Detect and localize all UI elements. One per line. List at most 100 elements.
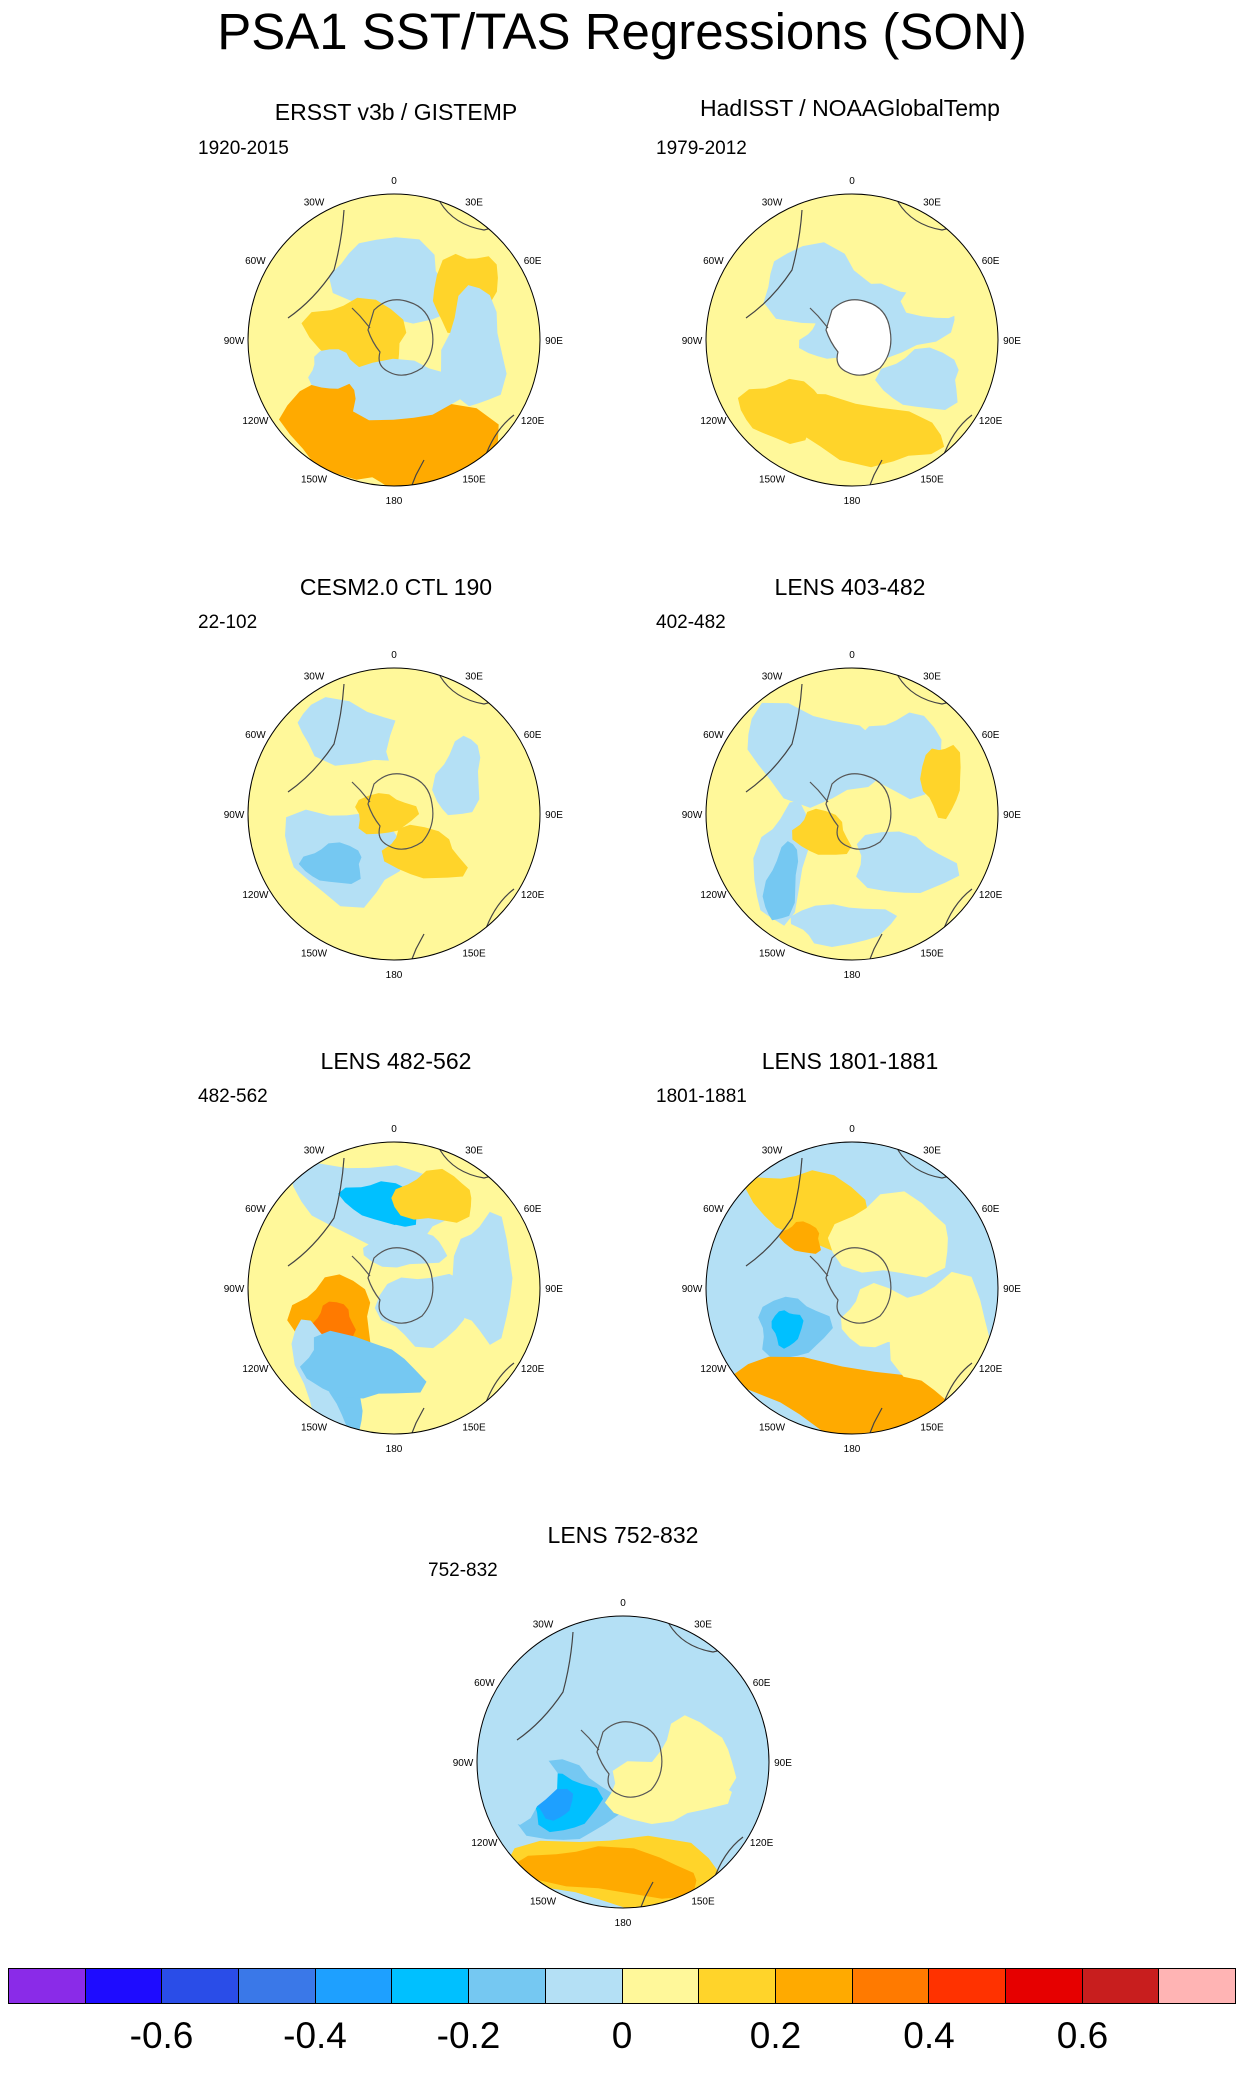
- anomaly-region: [900, 258, 988, 319]
- anomaly-region: [452, 1211, 513, 1345]
- panel-years-hadisst: 1979-2012: [656, 138, 747, 159]
- panel-title-hadisst: HadISST / NOAAGlobalTemp: [700, 95, 1000, 121]
- panel-years-lens-482: 482-562: [198, 1086, 268, 1107]
- longitude-label: 120E: [979, 416, 1003, 427]
- colorbar-swatch: [1159, 1969, 1235, 2003]
- longitude-label: 60W: [245, 256, 266, 267]
- map-boundary-circle: [705, 1141, 999, 1435]
- longitude-label: 150E: [920, 475, 944, 486]
- longitude-label: 120W: [242, 890, 269, 901]
- anomaly-region: [827, 1191, 948, 1278]
- colorbar-tick-label: 0.2: [749, 2015, 802, 2056]
- longitude-label: 180: [844, 970, 861, 981]
- longitude-label: 90E: [1003, 1284, 1021, 1295]
- colorbar-tick-label: 0: [611, 2015, 633, 2056]
- south-america-coastline: [287, 1157, 345, 1267]
- longitude-label: 150W: [759, 949, 786, 960]
- longitude-label: 60E: [982, 730, 1000, 741]
- longitude-label: 90E: [545, 810, 563, 821]
- anomaly-region: [792, 808, 852, 855]
- polar-map-hadisst: 0 30E 60E 90E 120E 150E 180 150W 120W 90W 60W 30W: [682, 176, 1022, 507]
- anomaly-region: [312, 1301, 356, 1342]
- longitude-label: 120E: [521, 416, 545, 427]
- antarctic-peninsula-coastline: [809, 1255, 829, 1277]
- south-america-coastline: [745, 683, 803, 793]
- panel-years-lens-752: 752-832: [428, 1560, 498, 1581]
- anomaly-region: [762, 841, 799, 921]
- longitude-label: 30E: [465, 197, 483, 208]
- longitude-label: 180: [615, 1918, 632, 1929]
- antarctica-coastline: [825, 773, 892, 850]
- longitude-label: 150E: [691, 1897, 715, 1908]
- longitude-label: 30W: [762, 197, 783, 208]
- longitude-label: 90E: [545, 336, 563, 347]
- south-america-coastline: [745, 209, 803, 319]
- colorbar: [8, 1968, 1236, 2004]
- longitude-label: 180: [386, 1444, 403, 1455]
- panel-years-ersst: 1920-2015: [198, 138, 289, 159]
- panel-title-lens-403: LENS 403-482: [774, 574, 926, 600]
- longitude-label: 120W: [471, 1838, 498, 1849]
- longitude-label: 150W: [301, 949, 328, 960]
- colorbar-swatch: [392, 1969, 470, 2003]
- longitude-label: 30W: [304, 1145, 325, 1156]
- longitude-label: 0: [391, 1124, 397, 1135]
- polar-map-cesm-ctl: 0 30E 60E 90E 120E 150E 180 150W 120W 90W 60W 30W: [224, 650, 564, 981]
- antarctic-peninsula-coastline: [351, 307, 371, 329]
- longitude-label: 150E: [920, 1423, 944, 1434]
- colorbar-tick-label: -0.6: [129, 2015, 194, 2056]
- longitude-label: 120E: [521, 890, 545, 901]
- anomaly-region: [432, 735, 481, 816]
- panel-title-lens-752: LENS 752-832: [547, 1522, 699, 1548]
- antarctica-coastline: [596, 1721, 663, 1798]
- longitude-label: 30W: [304, 671, 325, 682]
- antarctic-peninsula-coastline: [351, 781, 371, 803]
- anomaly-region: [355, 793, 420, 835]
- longitude-label: 150W: [301, 475, 328, 486]
- map-background-field: [706, 668, 998, 960]
- south-america-coastline: [287, 683, 345, 793]
- colorbar-swatch: [239, 1969, 316, 2003]
- antarctica-coastline: [367, 299, 434, 376]
- longitude-label: 60E: [524, 256, 542, 267]
- anomaly-region: [540, 1621, 672, 1661]
- longitude-label: 90W: [453, 1758, 474, 1769]
- longitude-label: 90W: [682, 810, 703, 821]
- longitude-label: 60W: [245, 730, 266, 741]
- longitude-label: 150E: [462, 475, 486, 486]
- longitude-label: 60E: [753, 1678, 771, 1689]
- anomaly-region: [391, 1168, 472, 1223]
- polar-map-ersst: 0 30E 60E 90E 120E 150E 180 150W 120W 90W 60W 30W: [224, 176, 564, 507]
- antarctica-coastline: [825, 1247, 892, 1324]
- anomaly-region: [374, 1273, 466, 1349]
- panel-years-cesm-ctl: 22-102: [198, 612, 258, 633]
- longitude-label: 150W: [530, 1897, 557, 1908]
- colorbar-tick-label: 0.4: [903, 2015, 955, 2056]
- longitude-label: 120W: [242, 1364, 269, 1375]
- anomaly-region: [747, 702, 883, 808]
- longitude-label: 0: [391, 176, 397, 187]
- panel-years-lens-1801: 1801-1881: [656, 1086, 747, 1107]
- longitude-label: 30E: [923, 197, 941, 208]
- south-america-coastline: [745, 1157, 803, 1267]
- longitude-label: 90W: [682, 1284, 703, 1295]
- anomaly-region: [875, 347, 959, 410]
- longitude-label: 90E: [1003, 810, 1021, 821]
- antarctic-peninsula-coastline: [351, 1255, 371, 1277]
- colorbar-swatch: [622, 1969, 700, 2003]
- panel-years-lens-403: 402-482: [656, 612, 726, 633]
- longitude-label: 150W: [301, 1423, 328, 1434]
- longitude-label: 30E: [923, 671, 941, 682]
- colorbar-swatch: [315, 1969, 393, 2003]
- longitude-label: 180: [844, 496, 861, 507]
- colorbar-swatch: [85, 1969, 163, 2003]
- map-boundary-circle: [247, 1141, 541, 1435]
- longitude-label: 60W: [703, 1204, 724, 1215]
- anomaly-region: [920, 744, 961, 820]
- antarctic-peninsula-coastline: [809, 307, 829, 329]
- colorbar-swatch: [929, 1969, 1006, 2003]
- polar-map-lens-1801: 0 30E 60E 90E 120E 150E 180 150W 120W 90W 60W 30W: [682, 1124, 1022, 1455]
- page-title: PSA1 SST/TAS Regressions (SON): [217, 3, 1027, 60]
- longitude-label: 60E: [982, 1204, 1000, 1215]
- anomaly-region: [734, 1356, 955, 1434]
